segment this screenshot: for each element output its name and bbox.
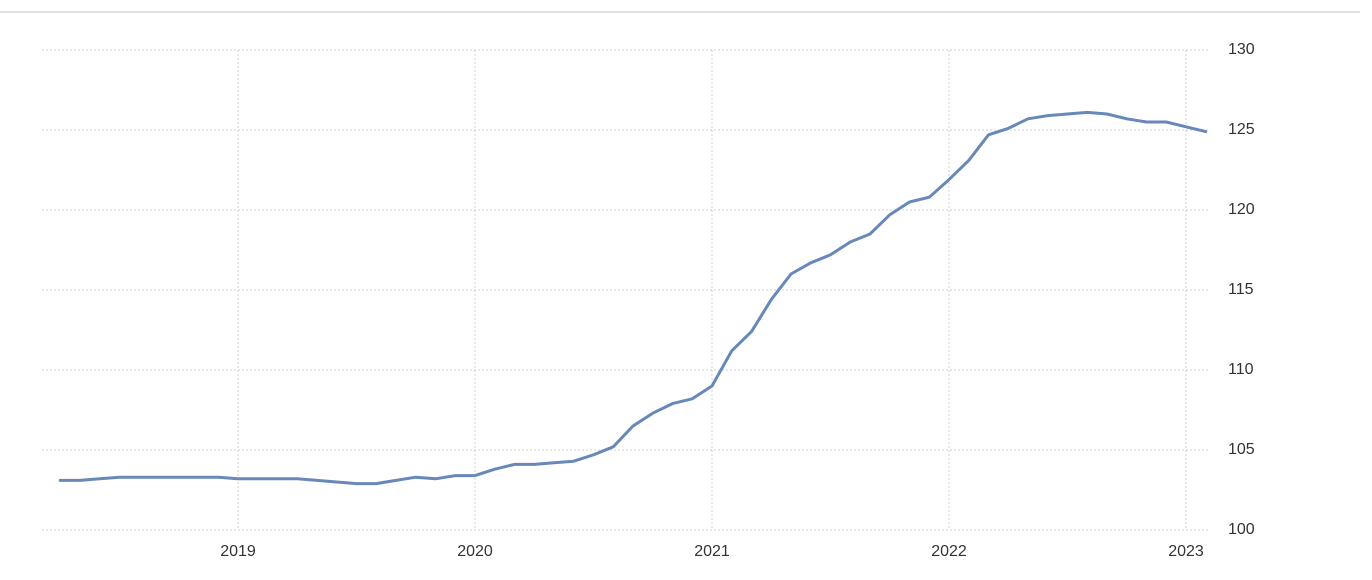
x-tick-label: 2023 xyxy=(1168,543,1204,560)
y-tick-label: 105 xyxy=(1228,441,1255,458)
line-series xyxy=(58,110,1208,486)
y-tick-label: 125 xyxy=(1228,121,1255,138)
x-tick-label: 2021 xyxy=(694,543,730,560)
x-tick-label: 2022 xyxy=(931,543,967,560)
y-tick-label: 120 xyxy=(1228,201,1255,218)
y-tick-label: 110 xyxy=(1228,361,1254,378)
x-tick-label: 2020 xyxy=(457,543,493,560)
y-tick-label: 100 xyxy=(1228,521,1255,538)
x-tick-label: 2019 xyxy=(220,543,256,560)
y-tick-label: 130 xyxy=(1228,41,1255,58)
y-tick-label: 115 xyxy=(1228,281,1254,298)
